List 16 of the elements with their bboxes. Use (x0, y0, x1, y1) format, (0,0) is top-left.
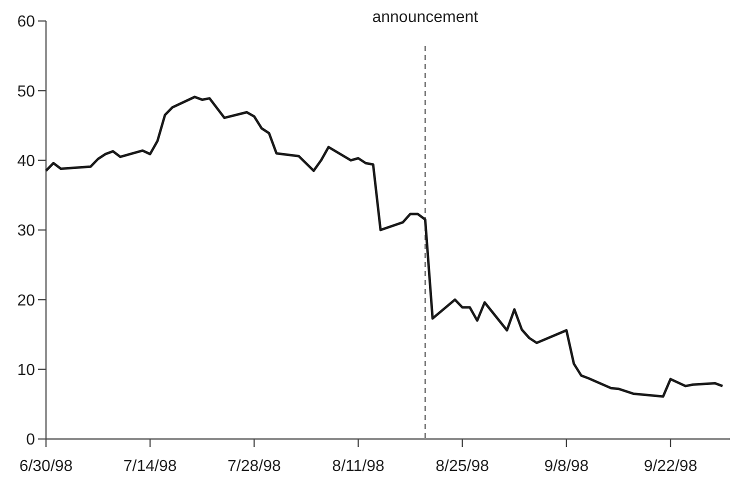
y-tick-label: 50 (17, 83, 36, 100)
x-tick-label: 6/30/98 (19, 458, 73, 475)
x-tick-label: 9/22/98 (644, 458, 698, 475)
x-tick-label: 8/11/98 (332, 458, 384, 475)
y-tick-label: 0 (26, 432, 36, 449)
x-tick-label: 7/28/98 (227, 458, 281, 475)
y-tick-label: 60 (17, 14, 36, 31)
y-tick-label: 40 (17, 152, 36, 170)
y-tick-label: 20 (17, 292, 36, 310)
line-series (44, 96, 724, 398)
x-tick-label: 8/25/98 (436, 458, 490, 475)
y-tick-label: 30 (17, 222, 36, 240)
x-tick-label: 9/8/98 (544, 458, 589, 475)
x-tick-label: 7/14/98 (123, 458, 177, 475)
y-tick-label: 10 (17, 362, 36, 379)
ref-line-label: announcement (372, 9, 479, 26)
